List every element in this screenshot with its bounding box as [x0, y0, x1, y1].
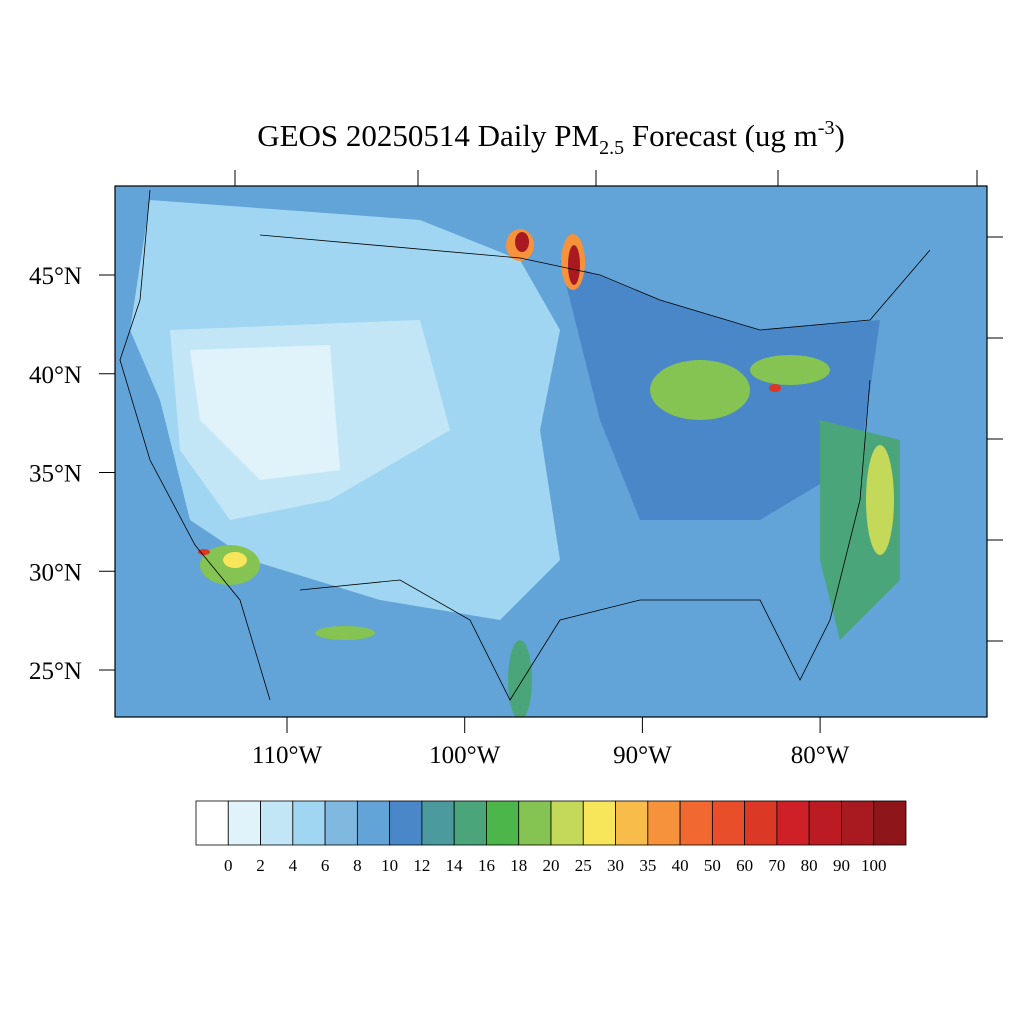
title-end: )	[834, 118, 844, 153]
colorbar-box	[711, 800, 746, 846]
lat-label: 30°N	[29, 559, 82, 586]
map-frame	[114, 185, 988, 718]
colorbar-box	[292, 800, 326, 846]
colorbar-box	[873, 800, 907, 846]
colorbar-label: 0	[224, 856, 233, 875]
colorbar-label: 18	[510, 856, 527, 875]
title-rest: Forecast (ug m	[624, 118, 818, 153]
colorbar-label: 20	[543, 856, 560, 875]
colorbar-box	[615, 800, 649, 846]
colorbar-box	[453, 800, 487, 846]
lat-label: 40°N	[29, 362, 82, 389]
lon-label: 110°W	[252, 742, 323, 769]
colorbar-box	[582, 800, 616, 846]
colorbar-label: 10	[381, 856, 398, 875]
title-sub: 2.5	[599, 137, 624, 159]
colorbar-box	[744, 800, 778, 846]
map-field	[115, 186, 987, 717]
colorbar-label: 40	[672, 856, 689, 875]
lat-label: 25°N	[29, 658, 82, 685]
colorbar-box	[518, 800, 552, 846]
colorbar-label: 25	[575, 856, 592, 875]
colorbar-box	[679, 800, 713, 846]
lat-label: 45°N	[29, 263, 82, 290]
colorbar-box	[486, 800, 520, 846]
colorbar-label: 14	[446, 856, 464, 875]
lon-label: 80°W	[791, 742, 850, 769]
colorbar-box	[356, 800, 391, 846]
colorbar-box	[227, 800, 261, 846]
colorbar-label: 30	[607, 856, 624, 875]
colorbar-label: 4	[289, 856, 298, 875]
colorbar-label: 100	[861, 856, 887, 875]
lat-label: 35°N	[29, 461, 82, 488]
map-title: GEOS 20250514 Daily PM2.5 Forecast (ug m…	[257, 117, 845, 159]
colorbar-box	[808, 800, 842, 846]
title-main: GEOS 20250514 Daily PM	[257, 118, 599, 153]
title-sup: -3	[818, 117, 835, 139]
colorbar-label: 8	[353, 856, 362, 875]
colorbar-box	[389, 800, 423, 846]
colorbar-label: 60	[736, 856, 753, 875]
colorbar-label: 16	[478, 856, 495, 875]
colorbar-label: 12	[413, 856, 430, 875]
colorbar-box	[776, 800, 810, 846]
colorbar-box	[421, 800, 455, 846]
colorbar-label: 70	[768, 856, 785, 875]
lon-label: 100°W	[429, 742, 500, 769]
colorbar-box	[195, 800, 229, 846]
frame-ticks	[234, 170, 1003, 642]
colorbar-label: 2	[256, 856, 265, 875]
colorbar-label: 6	[321, 856, 330, 875]
colorbar-label: 80	[801, 856, 818, 875]
colorbar-label: 50	[704, 856, 721, 875]
colorbar-box	[260, 800, 294, 846]
colorbar-box	[841, 800, 875, 846]
colorbar-box	[647, 800, 681, 846]
colorbar-box	[550, 800, 584, 846]
colorbar-label: 35	[639, 856, 656, 875]
colorbar-box	[324, 800, 358, 846]
colorbar-label: 90	[833, 856, 850, 875]
lon-label: 90°W	[613, 742, 672, 769]
